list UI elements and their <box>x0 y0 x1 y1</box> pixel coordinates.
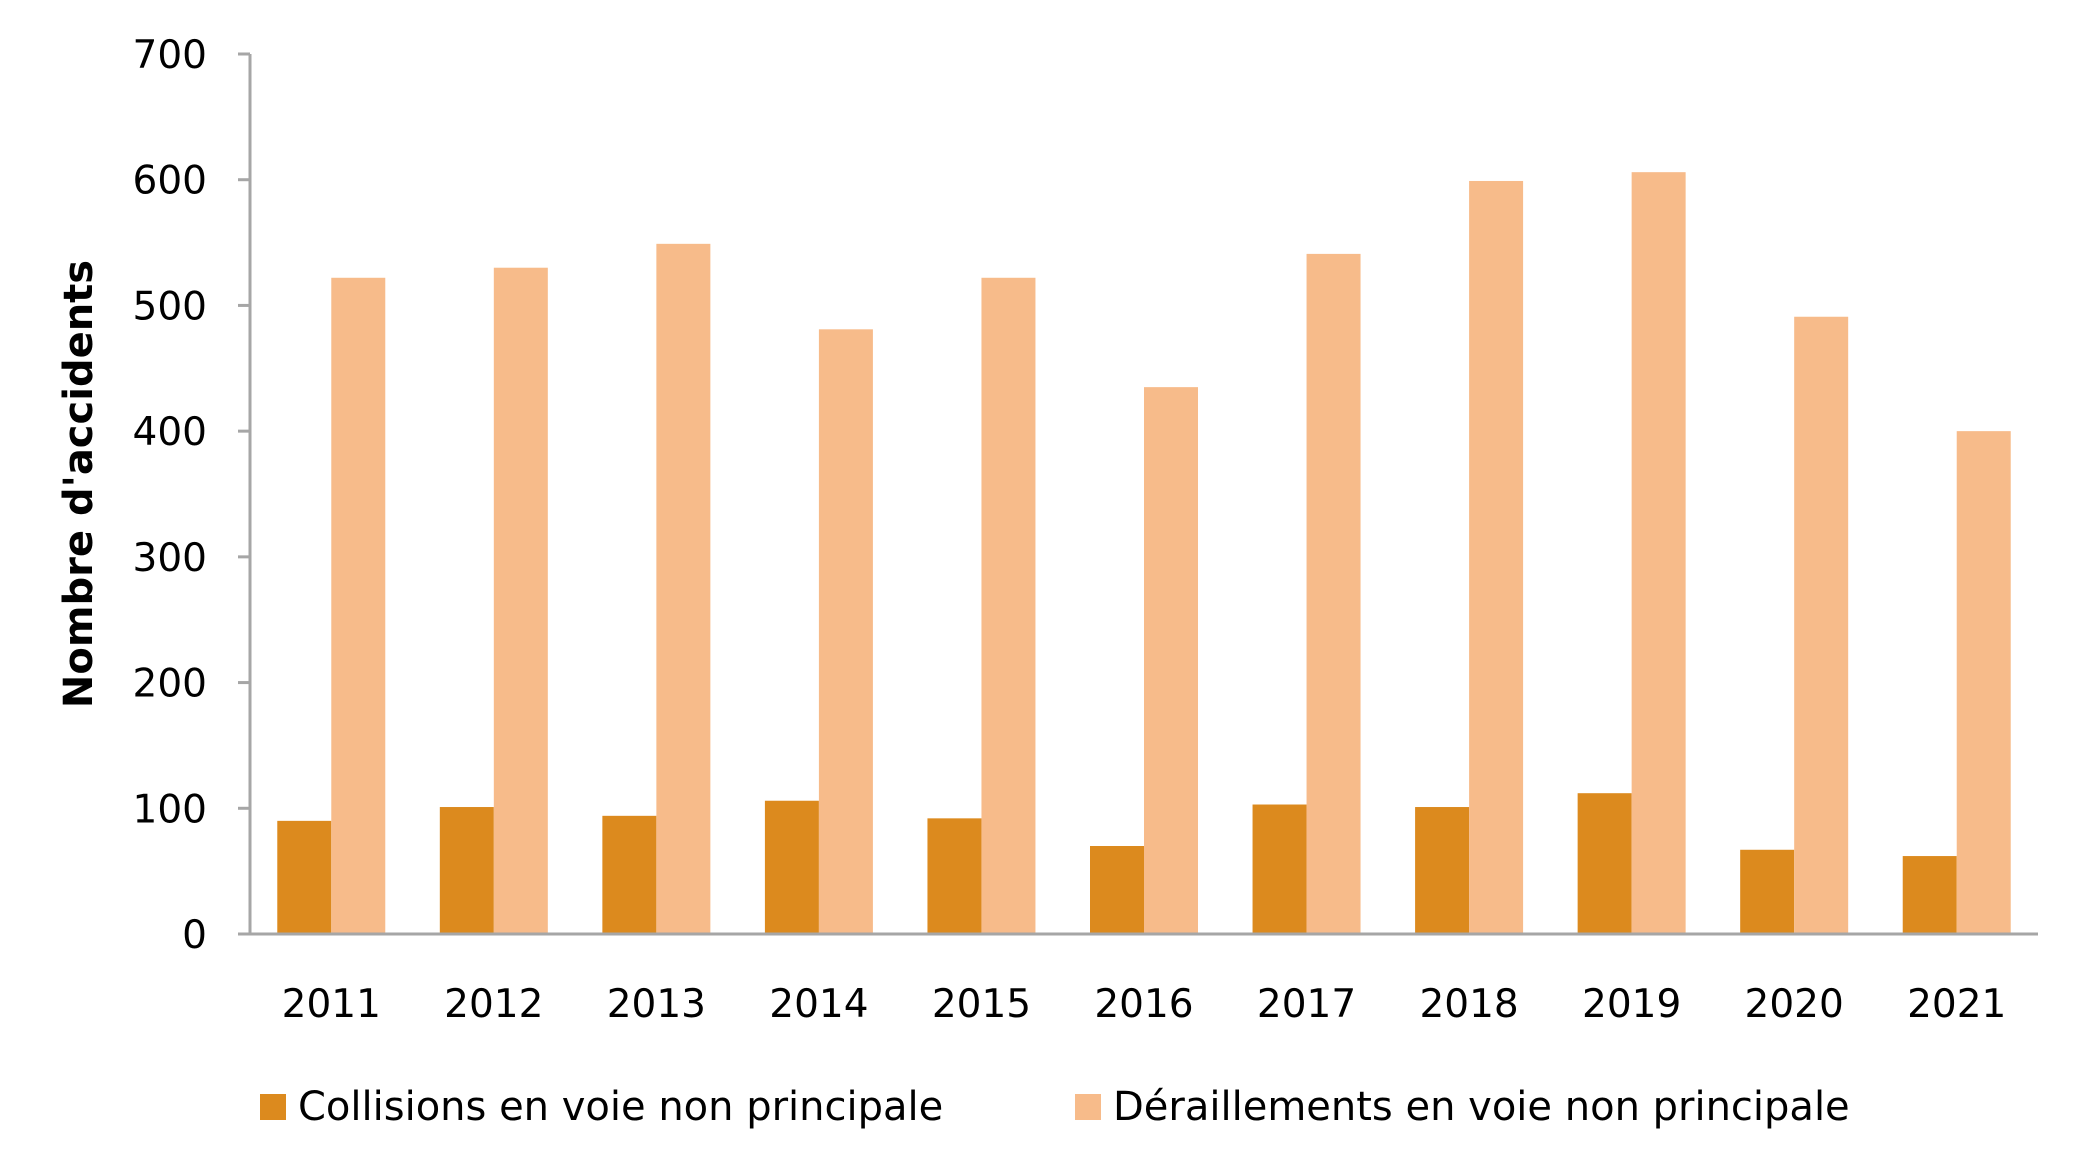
y-tick-label: 400 <box>133 410 207 455</box>
x-tick-label: 2015 <box>932 982 1031 1027</box>
bar-deraillements-2015 <box>981 277 1036 934</box>
x-tick-label: 2012 <box>444 982 543 1027</box>
bar-deraillements-2021 <box>1956 431 2011 934</box>
x-tick-label: 2013 <box>607 982 706 1027</box>
y-tick-label: 300 <box>133 536 207 581</box>
y-tick-label: 600 <box>133 159 207 204</box>
x-tick-label: 2017 <box>1257 982 1356 1027</box>
bar-collisions-2012 <box>439 807 494 934</box>
x-tick-label: 2014 <box>769 982 868 1027</box>
bar-deraillements-2014 <box>818 329 873 934</box>
legend-swatch <box>1075 1094 1101 1120</box>
y-axis-title: Nombre d'accidents <box>56 260 102 708</box>
y-tick-label: 200 <box>133 662 207 707</box>
bar-deraillements-2011 <box>331 277 386 934</box>
bar-deraillements-2019 <box>1631 172 1686 934</box>
y-tick-label: 500 <box>133 284 207 329</box>
bar-collisions-2020 <box>1740 849 1795 934</box>
y-tick-label: 100 <box>133 787 207 832</box>
y-tick-label: 700 <box>133 33 207 78</box>
bar-deraillements-2016 <box>1144 387 1198 935</box>
legend-label: Collisions en voie non principale <box>298 1084 943 1130</box>
bar-collisions-2011 <box>277 820 332 934</box>
bar-deraillements-2012 <box>493 267 548 934</box>
x-tick-label: 2016 <box>1094 982 1193 1027</box>
bar-collisions-2013 <box>602 815 657 934</box>
y-axis-ticks: 0 100 200 300 400 500 600 700 <box>133 33 250 958</box>
bars <box>277 172 2011 935</box>
x-tick-label: 2011 <box>282 982 381 1027</box>
legend: Collisions en voie non principale Déraill… <box>260 1084 1850 1130</box>
bar-collisions-2018 <box>1415 807 1470 934</box>
bar-deraillements-2018 <box>1469 180 1524 934</box>
bar-deraillements-2013 <box>656 243 711 935</box>
x-axis-ticks: 2011 2012 2013 2014 2015 2016 2017 2018 2019 2020… <box>282 982 2007 1027</box>
bar-deraillements-2017 <box>1306 253 1361 934</box>
bar-collisions-2014 <box>764 800 819 934</box>
y-tick-label: 0 <box>182 913 207 958</box>
x-tick-label: 2019 <box>1582 982 1681 1027</box>
bar-collisions-2017 <box>1252 804 1307 934</box>
x-tick-label: 2018 <box>1419 982 1518 1027</box>
x-tick-label: 2021 <box>1907 982 2006 1027</box>
bar-deraillements-2020 <box>1794 316 1849 934</box>
bar-collisions-2015 <box>927 818 982 934</box>
bar-collisions-2019 <box>1577 793 1632 934</box>
legend-label: Déraillements en voie non principale <box>1113 1084 1850 1130</box>
legend-swatch <box>260 1094 286 1120</box>
bar-collisions-2016 <box>1090 846 1144 934</box>
x-tick-label: 2020 <box>1745 982 1844 1027</box>
axes <box>238 54 2038 936</box>
bar-collisions-2021 <box>1902 856 1957 934</box>
